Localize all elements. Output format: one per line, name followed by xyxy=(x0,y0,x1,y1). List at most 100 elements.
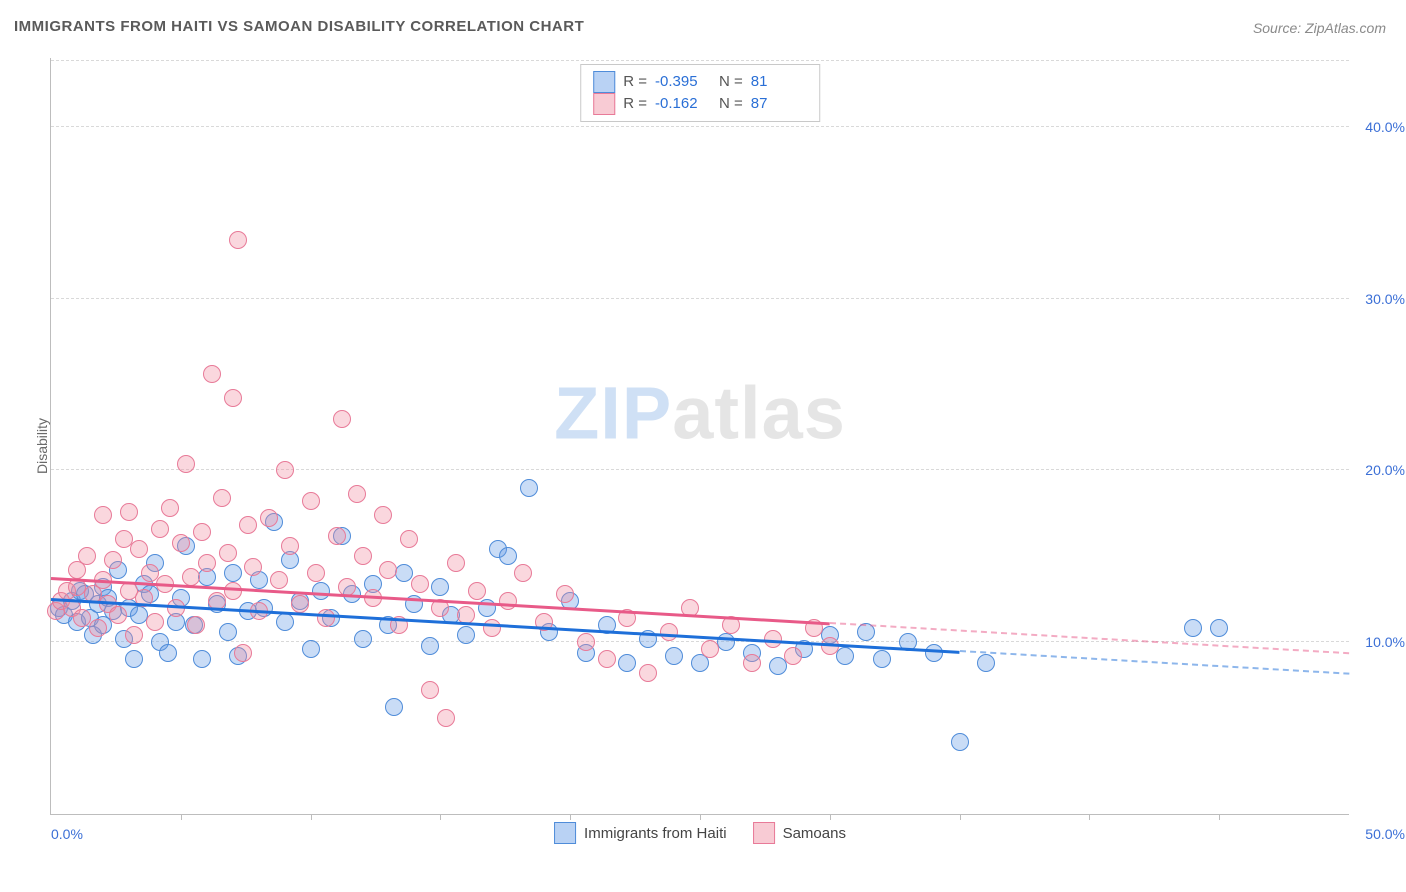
scatter-point-samoans xyxy=(270,571,288,589)
x-tick xyxy=(960,814,961,820)
scatter-point-samoans xyxy=(421,681,439,699)
gridline xyxy=(51,298,1349,299)
swatch-blue-icon xyxy=(593,71,615,93)
scatter-point-haiti xyxy=(457,626,475,644)
scatter-point-samoans xyxy=(172,534,190,552)
series-legend: Immigrants from Haiti Samoans xyxy=(554,822,846,844)
scatter-point-samoans xyxy=(437,709,455,727)
scatter-point-samoans xyxy=(701,640,719,658)
scatter-point-haiti xyxy=(276,613,294,631)
scatter-point-samoans xyxy=(213,489,231,507)
scatter-point-haiti xyxy=(312,582,330,600)
r-label: R = xyxy=(623,71,647,93)
scatter-point-samoans xyxy=(260,509,278,527)
source-attribution: Source: ZipAtlas.com xyxy=(1253,20,1386,36)
scatter-point-samoans xyxy=(784,647,802,665)
scatter-point-samoans xyxy=(374,506,392,524)
scatter-point-samoans xyxy=(219,544,237,562)
scatter-point-haiti xyxy=(665,647,683,665)
swatch-pink-icon xyxy=(753,822,775,844)
scatter-point-samoans xyxy=(229,231,247,249)
scatter-point-samoans xyxy=(307,564,325,582)
legend-label: Immigrants from Haiti xyxy=(584,825,727,842)
scatter-point-samoans xyxy=(276,461,294,479)
scatter-point-haiti xyxy=(125,650,143,668)
x-tick xyxy=(1219,814,1220,820)
scatter-point-samoans xyxy=(151,520,169,538)
scatter-point-haiti xyxy=(1184,619,1202,637)
n-value: 81 xyxy=(751,71,807,93)
swatch-pink-icon xyxy=(593,93,615,115)
scatter-point-samoans xyxy=(400,530,418,548)
x-axis-min-label: 0.0% xyxy=(51,826,83,842)
x-tick xyxy=(700,814,701,820)
scatter-point-samoans xyxy=(577,633,595,651)
scatter-point-haiti xyxy=(977,654,995,672)
scatter-point-samoans xyxy=(348,485,366,503)
legend-row-haiti: R = -0.395 N = 81 xyxy=(593,71,807,93)
scatter-point-samoans xyxy=(556,585,574,603)
chart-title: IMMIGRANTS FROM HAITI VS SAMOAN DISABILI… xyxy=(14,18,584,35)
scatter-point-samoans xyxy=(743,654,761,672)
scatter-point-samoans xyxy=(411,575,429,593)
scatter-point-samoans xyxy=(104,551,122,569)
watermark: ZIPatlas xyxy=(554,371,846,456)
scatter-point-samoans xyxy=(182,568,200,586)
scatter-point-samoans xyxy=(187,616,205,634)
scatter-point-haiti xyxy=(224,564,242,582)
r-label: R = xyxy=(623,93,647,115)
scatter-point-haiti xyxy=(354,630,372,648)
r-value: -0.395 xyxy=(655,71,711,93)
scatter-point-samoans xyxy=(598,650,616,668)
scatter-point-haiti xyxy=(385,698,403,716)
scatter-point-samoans xyxy=(89,619,107,637)
scatter-point-samoans xyxy=(203,365,221,383)
legend-item-haiti: Immigrants from Haiti xyxy=(554,822,727,844)
watermark-right: atlas xyxy=(672,372,846,455)
x-tick xyxy=(1089,814,1090,820)
scatter-point-samoans xyxy=(161,499,179,517)
swatch-blue-icon xyxy=(554,822,576,844)
scatter-point-samoans xyxy=(146,613,164,631)
scatter-point-haiti xyxy=(520,479,538,497)
scatter-point-haiti xyxy=(219,623,237,641)
scatter-point-samoans xyxy=(514,564,532,582)
scatter-point-samoans xyxy=(639,664,657,682)
y-tick-label: 40.0% xyxy=(1365,119,1405,135)
scatter-point-samoans xyxy=(302,492,320,510)
scatter-point-samoans xyxy=(130,540,148,558)
scatter-point-haiti xyxy=(499,547,517,565)
scatter-point-samoans xyxy=(468,582,486,600)
r-value: -0.162 xyxy=(655,93,711,115)
scatter-point-samoans xyxy=(333,410,351,428)
scatter-point-samoans xyxy=(379,561,397,579)
gridline xyxy=(51,60,1349,61)
legend-label: Samoans xyxy=(783,825,846,842)
scatter-point-samoans xyxy=(234,644,252,662)
scatter-point-haiti xyxy=(717,633,735,651)
scatter-point-samoans xyxy=(239,516,257,534)
scatter-point-samoans xyxy=(499,592,517,610)
x-tick xyxy=(181,814,182,820)
scatter-point-haiti xyxy=(873,650,891,668)
scatter-point-samoans xyxy=(109,606,127,624)
y-tick-label: 20.0% xyxy=(1365,462,1405,478)
scatter-point-samoans xyxy=(177,455,195,473)
scatter-point-samoans xyxy=(125,626,143,644)
scatter-point-samoans xyxy=(281,537,299,555)
legend-item-samoans: Samoans xyxy=(753,822,846,844)
gridline xyxy=(51,126,1349,127)
x-axis-max-label: 50.0% xyxy=(1365,826,1405,842)
x-tick xyxy=(440,814,441,820)
scatter-plot-area: ZIPatlas R = -0.395 N = 81 R = -0.162 N … xyxy=(50,58,1349,815)
y-tick-label: 30.0% xyxy=(1365,291,1405,307)
watermark-left: ZIP xyxy=(554,372,672,455)
scatter-point-haiti xyxy=(431,578,449,596)
correlation-legend: R = -0.395 N = 81 R = -0.162 N = 87 xyxy=(580,64,820,122)
scatter-point-haiti xyxy=(159,644,177,662)
legend-row-samoans: R = -0.162 N = 87 xyxy=(593,93,807,115)
scatter-point-samoans xyxy=(224,389,242,407)
x-tick xyxy=(570,814,571,820)
scatter-point-haiti xyxy=(421,637,439,655)
scatter-point-haiti xyxy=(302,640,320,658)
